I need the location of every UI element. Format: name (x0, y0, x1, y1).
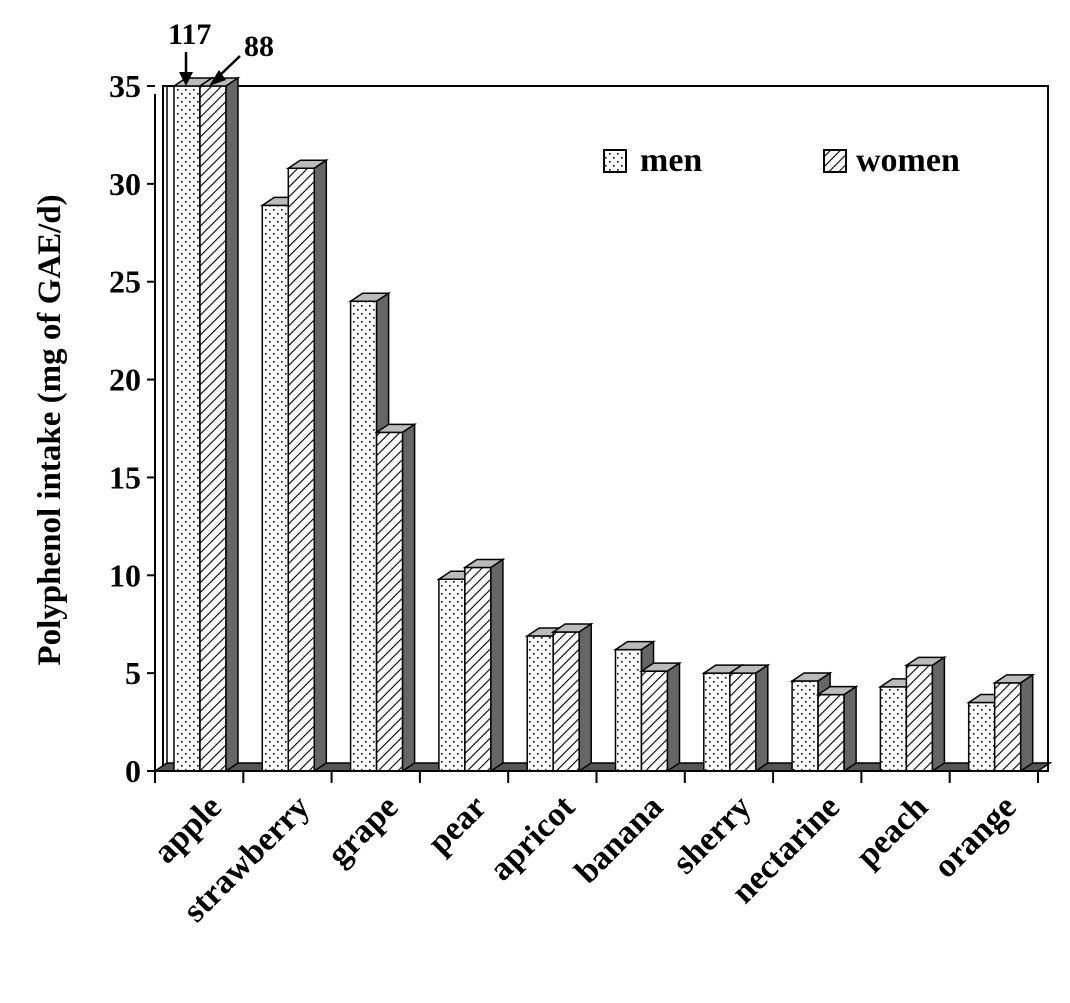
bar-orange-women (992, 673, 1036, 773)
x-category-label-grape: grape (320, 788, 405, 873)
x-category-label-banana: banana (568, 788, 670, 890)
y-tick-label: 15 (109, 459, 141, 495)
y-tick-label: 5 (125, 655, 141, 691)
y-axis-title: Polyphenol intake (mg of GAE/d) (32, 194, 68, 665)
y-tick-label: 20 (109, 362, 141, 398)
bar-sherry-women (727, 663, 771, 773)
legend-label-men: men (640, 142, 702, 179)
y-axis: 0 5 10 15 20 25 30 35 (109, 68, 155, 789)
bar-peach-women (903, 655, 947, 773)
annotation-arrowhead-women (209, 70, 226, 86)
annotation-arrowhead-men (179, 72, 193, 86)
bar-apple-women (197, 76, 241, 773)
legend-label-women: women (856, 142, 960, 179)
y-tick-label: 10 (109, 557, 141, 593)
x-category-label-pear: pear (421, 788, 494, 861)
bar-banana-women (639, 661, 682, 773)
annotations: 117 88 (168, 18, 274, 86)
bar-pear-women (462, 558, 506, 773)
bar-nectarine-women (815, 685, 859, 773)
x-category-label-apple: apple (147, 788, 229, 870)
legend-swatch-women (823, 149, 847, 173)
bar-strawberry-women (285, 158, 329, 773)
x-category-label-peach: peach (849, 788, 935, 874)
y-tick-label: 35 (109, 68, 141, 104)
bar-grape-women (374, 423, 418, 773)
y-tick-label: 30 (109, 166, 141, 202)
y-tick-label: 0 (125, 753, 141, 789)
bar-apricot-women (550, 622, 594, 773)
y-tick-label: 25 (109, 264, 141, 300)
legend: men women (603, 142, 960, 179)
legend-swatch-men (603, 149, 627, 173)
annotation-apple-men-value: 117 (168, 18, 211, 51)
annotation-apple-women-value: 88 (244, 30, 274, 63)
x-category-label-orange: orange (927, 788, 1024, 885)
x-category-label-apricot: apricot (482, 788, 582, 888)
